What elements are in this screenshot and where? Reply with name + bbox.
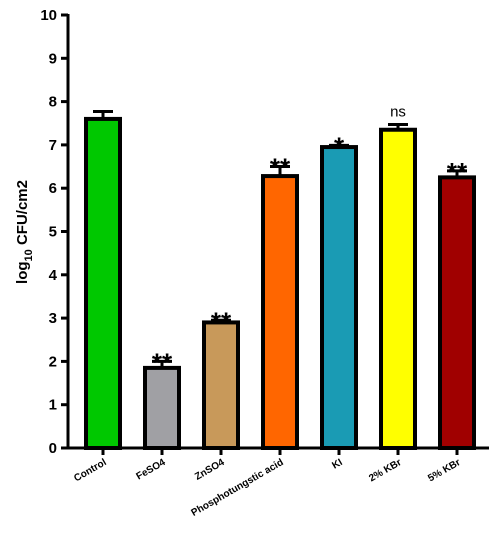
x-tick-label: FeSO4 [135, 457, 168, 483]
significance-label: ** [447, 157, 468, 187]
y-tick-label: 4 [49, 267, 58, 284]
x-tick-label: 2% KBr [367, 457, 403, 484]
significance-label: * [334, 131, 345, 161]
bar [379, 127, 417, 450]
bars: *******ns** [84, 104, 476, 451]
y-tick-label: 1 [49, 397, 57, 414]
y-axis-label: log10 CFU/cm2 [14, 180, 35, 284]
y-tick-label: 2 [49, 353, 57, 370]
y-tick-label: 7 [49, 137, 57, 154]
y-tick-label: 9 [49, 50, 57, 67]
bar [438, 175, 476, 450]
y-tick-label: 3 [49, 310, 57, 327]
y-tick-label: 8 [49, 94, 57, 111]
x-tick-label: Control [72, 457, 108, 484]
x-tick-label: KI [330, 457, 344, 472]
bar [320, 145, 358, 450]
x-tick-label: 5% KBr [426, 457, 462, 484]
y-axis: 0 1 2 3 4 5 6 7 8 9 10 [40, 7, 70, 457]
significance-label: ns [390, 104, 406, 121]
bar [143, 365, 181, 450]
y-tick-label: 0 [49, 440, 57, 457]
x-tick-label: ZnSO4 [193, 457, 227, 483]
y-tick-label: 10 [40, 7, 57, 24]
y-tick-label: 6 [49, 180, 57, 197]
bar [261, 174, 299, 451]
bar [84, 116, 122, 450]
significance-label: ** [152, 347, 173, 377]
y-tick-label: 5 [49, 224, 57, 241]
significance-label: ** [211, 306, 232, 336]
bar [202, 320, 240, 450]
significance-label: ** [270, 153, 291, 183]
